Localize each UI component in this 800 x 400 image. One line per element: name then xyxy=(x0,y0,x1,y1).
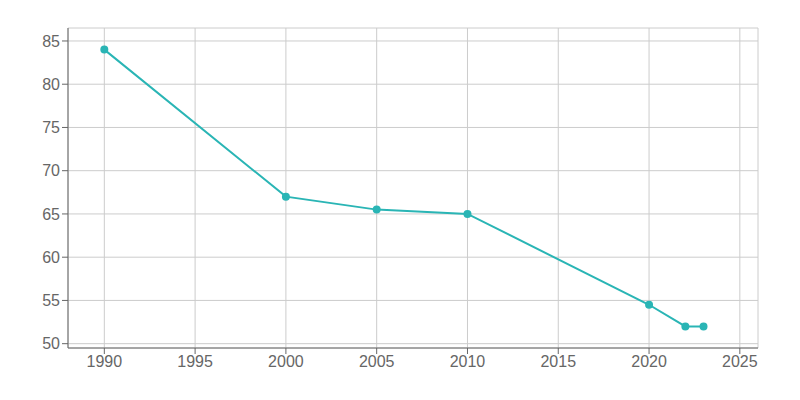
svg-text:2015: 2015 xyxy=(540,353,576,370)
svg-text:1990: 1990 xyxy=(87,353,123,370)
svg-text:2000: 2000 xyxy=(268,353,304,370)
svg-text:2005: 2005 xyxy=(359,353,395,370)
svg-text:85: 85 xyxy=(42,33,60,50)
svg-text:70: 70 xyxy=(42,162,60,179)
svg-text:80: 80 xyxy=(42,76,60,93)
svg-text:2010: 2010 xyxy=(450,353,486,370)
svg-text:2025: 2025 xyxy=(722,353,758,370)
svg-text:1995: 1995 xyxy=(177,353,213,370)
svg-text:60: 60 xyxy=(42,249,60,266)
svg-text:75: 75 xyxy=(42,119,60,136)
svg-text:65: 65 xyxy=(42,206,60,223)
svg-text:2020: 2020 xyxy=(631,353,667,370)
svg-text:55: 55 xyxy=(42,292,60,309)
svg-text:50: 50 xyxy=(42,335,60,352)
